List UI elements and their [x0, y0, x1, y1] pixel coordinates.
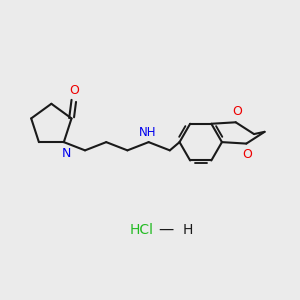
Text: N: N — [62, 147, 71, 161]
Text: O: O — [70, 84, 80, 97]
Text: —: — — [159, 222, 174, 237]
Text: H: H — [183, 223, 194, 236]
Text: HCl: HCl — [129, 223, 153, 236]
Text: O: O — [243, 148, 252, 161]
Text: O: O — [232, 105, 242, 118]
Text: NH: NH — [138, 126, 156, 139]
